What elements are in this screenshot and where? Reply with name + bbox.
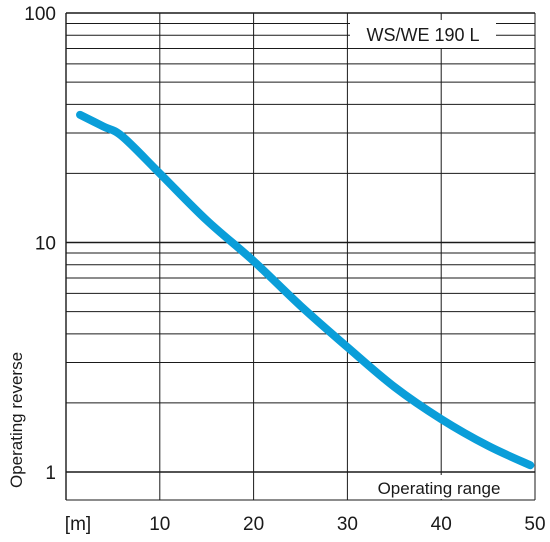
x-tick-label: 30 — [337, 514, 358, 535]
x-axis-label: Operating range — [378, 479, 501, 498]
x-tick-label: 50 — [524, 514, 545, 535]
x-axis-label-background — [352, 475, 524, 499]
x-tick-label: 20 — [243, 514, 264, 535]
legend-background — [350, 20, 496, 48]
y-tick-label: 10 — [35, 234, 56, 255]
series-layer — [76, 110, 535, 470]
x-tick-label: 10 — [149, 514, 170, 535]
y-axis-label: Operating reverse — [7, 352, 26, 488]
y-tick-label: 1 — [45, 463, 56, 484]
x-tick-label: 40 — [431, 514, 452, 535]
grid — [65, 12, 536, 501]
legend-series-label: WS/WE 190 L — [366, 25, 479, 45]
series-line — [76, 110, 535, 470]
y-tick-label: 100 — [24, 4, 56, 25]
tick-labels: 1 10 100 10 20 30 40 50 — [24, 4, 545, 535]
x-axis-unit-label: [m] — [65, 514, 91, 535]
